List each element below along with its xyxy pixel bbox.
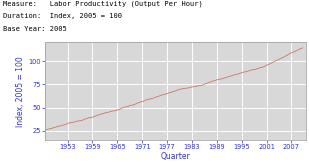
- X-axis label: Quarter: Quarter: [160, 152, 190, 161]
- Text: Measure:   Labor Productivity (Output Per Hour): Measure: Labor Productivity (Output Per …: [3, 1, 203, 7]
- Text: Duration:  Index, 2005 = 100: Duration: Index, 2005 = 100: [3, 13, 122, 19]
- Y-axis label: Index, 2005 = 100: Index, 2005 = 100: [16, 56, 25, 127]
- Text: Base Year: 2005: Base Year: 2005: [3, 26, 67, 32]
